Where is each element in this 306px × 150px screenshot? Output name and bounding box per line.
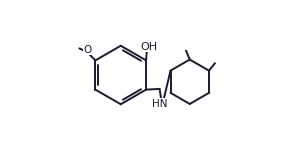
Text: HN: HN	[152, 99, 167, 109]
Text: O: O	[84, 45, 92, 55]
Text: OH: OH	[140, 42, 157, 52]
